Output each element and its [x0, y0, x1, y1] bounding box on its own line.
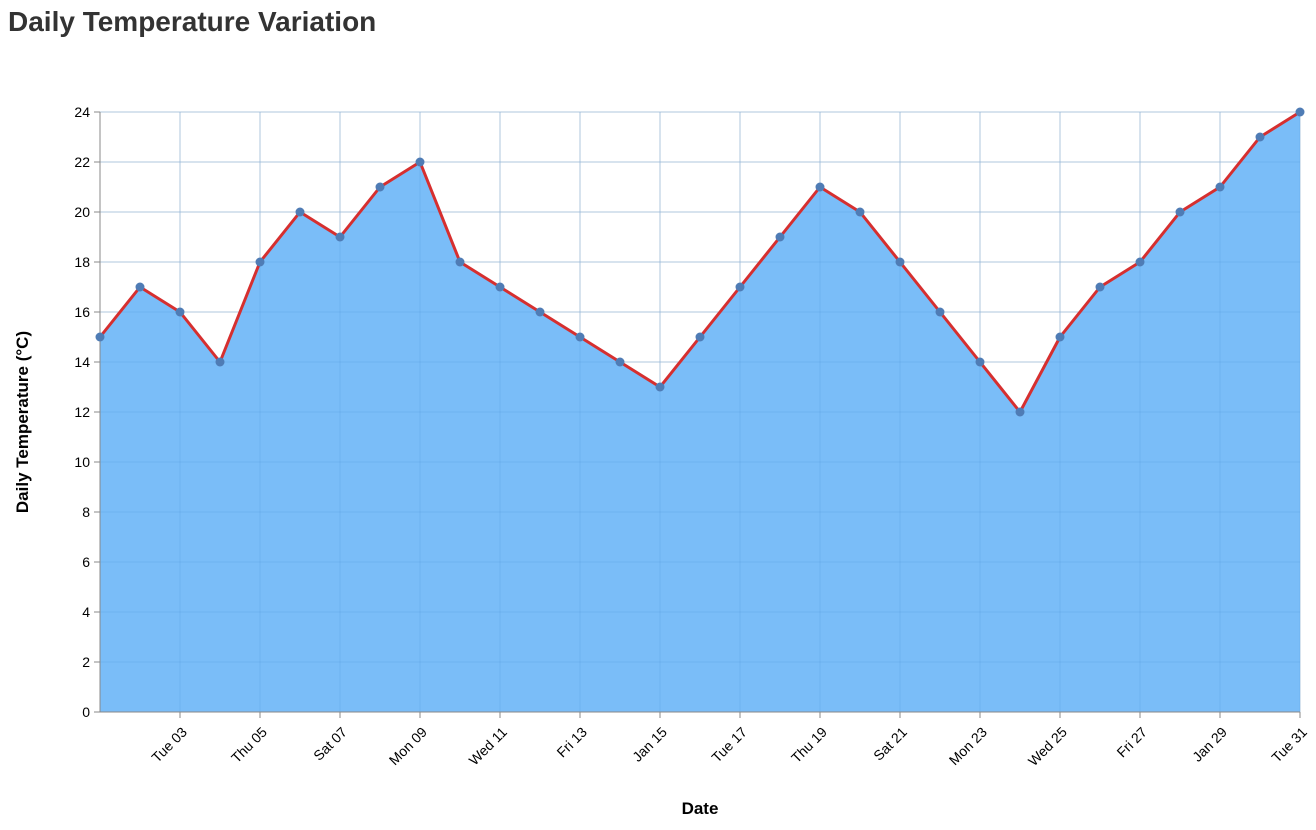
point-layer — [95, 107, 1305, 417]
y-tick-label: 2 — [82, 654, 90, 670]
y-axis-title: Daily Temperature (°C) — [13, 331, 32, 513]
y-tick-label: 16 — [74, 304, 90, 320]
y-tick-label: 18 — [74, 254, 90, 270]
data-point — [695, 332, 705, 342]
data-point — [815, 182, 825, 192]
data-point — [1295, 107, 1305, 117]
data-point — [255, 257, 265, 267]
data-point — [215, 357, 225, 367]
data-point — [1055, 332, 1065, 342]
x-tick-label: Wed 11 — [466, 724, 511, 769]
data-point — [1135, 257, 1145, 267]
data-point — [855, 207, 865, 217]
x-tick-label: Tue 17 — [708, 724, 750, 766]
data-point — [95, 332, 105, 342]
data-point — [1015, 407, 1025, 417]
x-tick-label: Tue 31 — [1268, 724, 1310, 766]
data-point — [415, 157, 425, 167]
area-layer — [100, 111, 1301, 713]
y-tick-label: 10 — [74, 454, 90, 470]
data-point — [575, 332, 585, 342]
data-point — [1095, 282, 1105, 292]
y-tick-label: 8 — [82, 504, 90, 520]
data-point — [295, 207, 305, 217]
data-point — [975, 357, 985, 367]
x-tick-label: Wed 25 — [1025, 724, 1070, 769]
data-point — [175, 307, 185, 317]
data-point — [935, 307, 945, 317]
data-point — [895, 257, 905, 267]
x-tick-label: Mon 09 — [386, 724, 430, 768]
x-tick-label: Jan 15 — [629, 724, 670, 765]
temperature-area — [100, 112, 1300, 712]
data-point — [735, 282, 745, 292]
x-axis-title: Date — [682, 799, 719, 818]
y-tick-label: 12 — [74, 404, 90, 420]
chart-title: Daily Temperature Variation — [8, 6, 377, 37]
x-tick-label: Jan 29 — [1189, 724, 1230, 765]
x-tick-label: Thu 19 — [788, 724, 830, 766]
data-point — [375, 182, 385, 192]
data-point — [1215, 182, 1225, 192]
x-tick-label: Tue 03 — [148, 724, 190, 766]
y-tick-label: 0 — [82, 704, 90, 720]
data-point — [775, 232, 785, 242]
y-tick-label: 14 — [74, 354, 90, 370]
data-point — [1175, 207, 1185, 217]
x-tick-label: Sat 07 — [310, 724, 350, 764]
y-tick-label: 4 — [82, 604, 90, 620]
data-point — [455, 257, 465, 267]
data-point — [615, 357, 625, 367]
data-point — [535, 307, 545, 317]
data-point — [1255, 132, 1265, 142]
x-tick-label: Fri 13 — [553, 724, 590, 761]
x-tick-label: Fri 27 — [1113, 724, 1150, 761]
data-point — [135, 282, 145, 292]
y-tick-label: 24 — [74, 104, 90, 120]
x-tick-label: Mon 23 — [946, 724, 990, 768]
x-tick-label: Sat 21 — [870, 724, 910, 764]
y-tick-label: 6 — [82, 554, 90, 570]
y-tick-label: 22 — [74, 154, 90, 170]
y-tick-label: 20 — [74, 204, 90, 220]
x-tick-label: Thu 05 — [228, 724, 270, 766]
data-point — [335, 232, 345, 242]
data-point — [495, 282, 505, 292]
data-point — [655, 382, 665, 392]
